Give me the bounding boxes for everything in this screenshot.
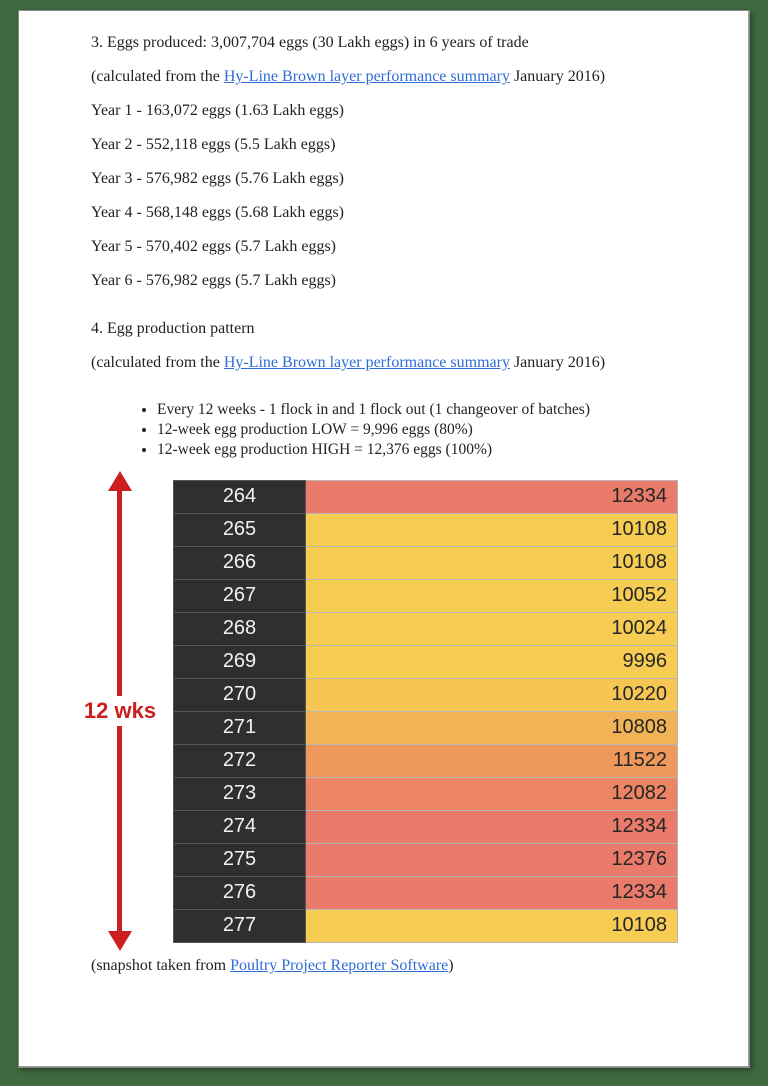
week-index-cell: 276 — [174, 876, 306, 909]
text: January 2016) — [510, 68, 605, 85]
bullet-item: Every 12 weeks - 1 flock in and 1 flock … — [157, 401, 719, 419]
table-row: 26810024 — [174, 612, 678, 645]
year-line: Year 4 - 568,148 eggs (5.68 Lakh eggs) — [91, 201, 719, 225]
hyline-link-1[interactable]: Hy-Line Brown layer performance summary — [224, 68, 510, 85]
hyline-link-2[interactable]: Hy-Line Brown layer performance summary — [224, 354, 510, 371]
egg-count-cell: 12376 — [306, 843, 678, 876]
egg-count-cell: 12082 — [306, 777, 678, 810]
year-line: Year 5 - 570,402 eggs (5.7 Lakh eggs) — [91, 235, 719, 259]
egg-count-cell: 10108 — [306, 513, 678, 546]
egg-count-cell: 10108 — [306, 546, 678, 579]
egg-count-cell: 10052 — [306, 579, 678, 612]
egg-count-cell: 10108 — [306, 909, 678, 942]
text: (calculated from the — [91, 354, 224, 371]
year-line: Year 1 - 163,072 eggs (1.63 Lakh eggs) — [91, 99, 719, 123]
week-index-cell: 268 — [174, 612, 306, 645]
table-row: 27312082 — [174, 777, 678, 810]
table-row: 2699996 — [174, 645, 678, 678]
year-line: Year 3 - 576,982 eggs (5.76 Lakh eggs) — [91, 167, 719, 191]
arrow-label: 12 wks — [84, 698, 156, 724]
table-row: 27010220 — [174, 678, 678, 711]
bullet-item: 12-week egg production HIGH = 12,376 egg… — [157, 441, 719, 459]
arrow-down-icon — [108, 931, 132, 951]
egg-count-cell: 10808 — [306, 711, 678, 744]
table-row: 27211522 — [174, 744, 678, 777]
table-row: 26412334 — [174, 480, 678, 513]
section3-heading: 3. Eggs produced: 3,007,704 eggs (30 Lak… — [91, 31, 719, 55]
production-heatmap: 12 wks 264123342651010826610108267100522… — [67, 471, 719, 951]
section3-year-list: Year 1 - 163,072 eggs (1.63 Lakh eggs) Ye… — [91, 99, 719, 293]
text: (snapshot taken from — [91, 957, 230, 974]
bullet-item: 12-week egg production LOW = 9,996 eggs … — [157, 421, 719, 439]
table-row: 27412334 — [174, 810, 678, 843]
section4-source-line: (calculated from the Hy-Line Brown layer… — [91, 351, 719, 375]
egg-count-cell: 12334 — [306, 876, 678, 909]
egg-count-cell: 12334 — [306, 480, 678, 513]
table-row: 27110808 — [174, 711, 678, 744]
text: ) — [448, 957, 453, 974]
arrow-up-icon — [108, 471, 132, 491]
section4-bullet-list: Every 12 weeks - 1 flock in and 1 flock … — [157, 401, 719, 459]
year-line: Year 2 - 552,118 eggs (5.5 Lakh eggs) — [91, 133, 719, 157]
year-line: Year 6 - 576,982 eggs (5.7 Lakh eggs) — [91, 269, 719, 293]
table-row: 26710052 — [174, 579, 678, 612]
section4-heading: 4. Egg production pattern — [91, 317, 719, 341]
week-index-cell: 275 — [174, 843, 306, 876]
text: January 2016) — [510, 354, 605, 371]
week-index-cell: 265 — [174, 513, 306, 546]
duration-arrow: 12 wks — [67, 471, 173, 951]
text: (calculated from the — [91, 68, 224, 85]
week-index-cell: 264 — [174, 480, 306, 513]
section3-source-line: (calculated from the Hy-Line Brown layer… — [91, 65, 719, 89]
egg-count-cell: 9996 — [306, 645, 678, 678]
table-row: 27512376 — [174, 843, 678, 876]
reporter-software-link[interactable]: Poultry Project Reporter Software — [230, 957, 448, 974]
week-index-cell: 269 — [174, 645, 306, 678]
week-index-cell: 272 — [174, 744, 306, 777]
table-row: 26510108 — [174, 513, 678, 546]
table-row: 27710108 — [174, 909, 678, 942]
week-index-cell: 270 — [174, 678, 306, 711]
week-index-cell: 267 — [174, 579, 306, 612]
week-index-cell: 277 — [174, 909, 306, 942]
table-row: 27612334 — [174, 876, 678, 909]
document-page: 3. Eggs produced: 3,007,704 eggs (30 Lak… — [18, 10, 750, 1068]
week-index-cell: 266 — [174, 546, 306, 579]
week-index-cell: 271 — [174, 711, 306, 744]
week-index-cell: 273 — [174, 777, 306, 810]
week-index-cell: 274 — [174, 810, 306, 843]
table-row: 26610108 — [174, 546, 678, 579]
heatmap-table: 2641233426510108266101082671005226810024… — [173, 480, 678, 943]
egg-count-cell: 10024 — [306, 612, 678, 645]
egg-count-cell: 12334 — [306, 810, 678, 843]
egg-count-cell: 11522 — [306, 744, 678, 777]
chart-caption: (snapshot taken from Poultry Project Rep… — [91, 957, 719, 975]
egg-count-cell: 10220 — [306, 678, 678, 711]
